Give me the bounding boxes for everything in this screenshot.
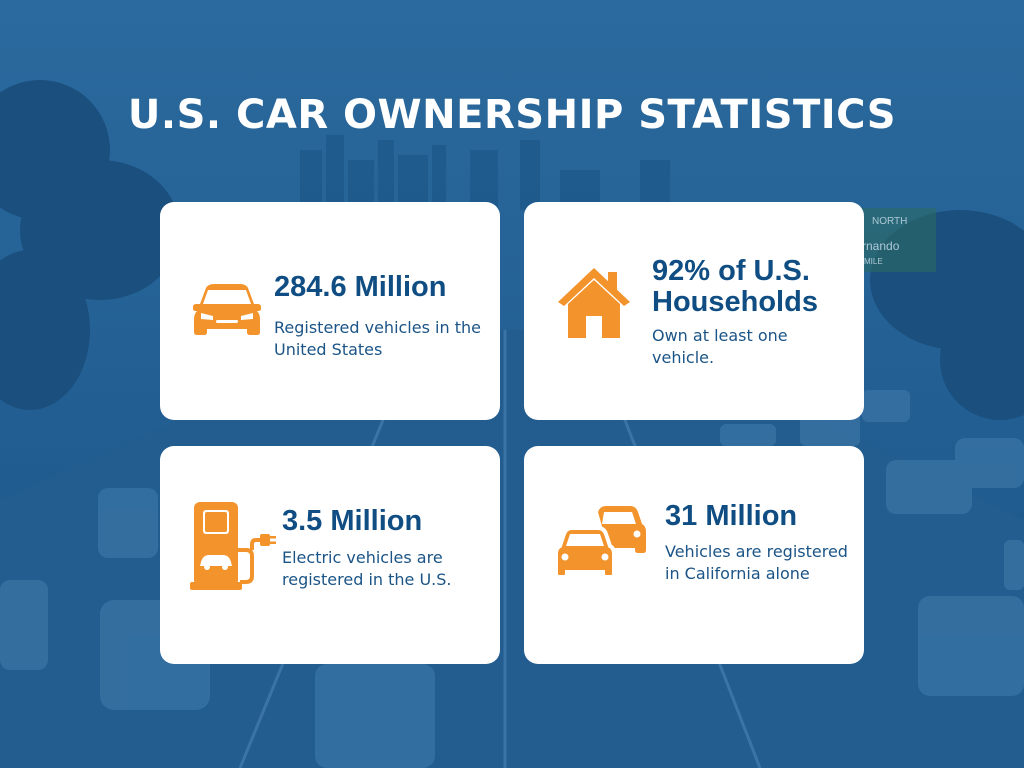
stat-description: Electric vehicles are registered in the … (282, 548, 452, 589)
stat-description: Vehicles are registered in California al… (665, 542, 848, 583)
stat-heading: 284.6 Million (274, 271, 447, 303)
house-icon (558, 268, 630, 338)
stat-card-households: 92% of U.S. Households Own at least one … (524, 202, 864, 420)
stat-heading: 92% of U.S. Households (652, 255, 818, 318)
stat-card-registered-vehicles: 284.6 Million Registered vehicles in the… (160, 202, 500, 420)
sign-text-mile: MILE (864, 257, 883, 266)
stat-description: Registered vehicles in the United States (274, 318, 481, 359)
sign-text-name: rnando (862, 239, 900, 253)
two-cars-icon (556, 506, 646, 579)
ev-charger-icon (190, 502, 276, 590)
stat-heading: 31 Million (665, 500, 798, 532)
stat-card-california: 31 Million Vehicles are registered in Ca… (524, 446, 864, 664)
page-title: U.S. CAR OWNERSHIP STATISTICS (127, 92, 897, 138)
stat-card-electric-vehicles: 3.5 Million Electric vehicles are regist… (160, 446, 500, 664)
car-icon (193, 284, 261, 335)
stat-heading: 3.5 Million (282, 505, 423, 537)
sign-text-north: NORTH (872, 216, 907, 227)
stat-description: Own at least one vehicle. (652, 326, 788, 367)
